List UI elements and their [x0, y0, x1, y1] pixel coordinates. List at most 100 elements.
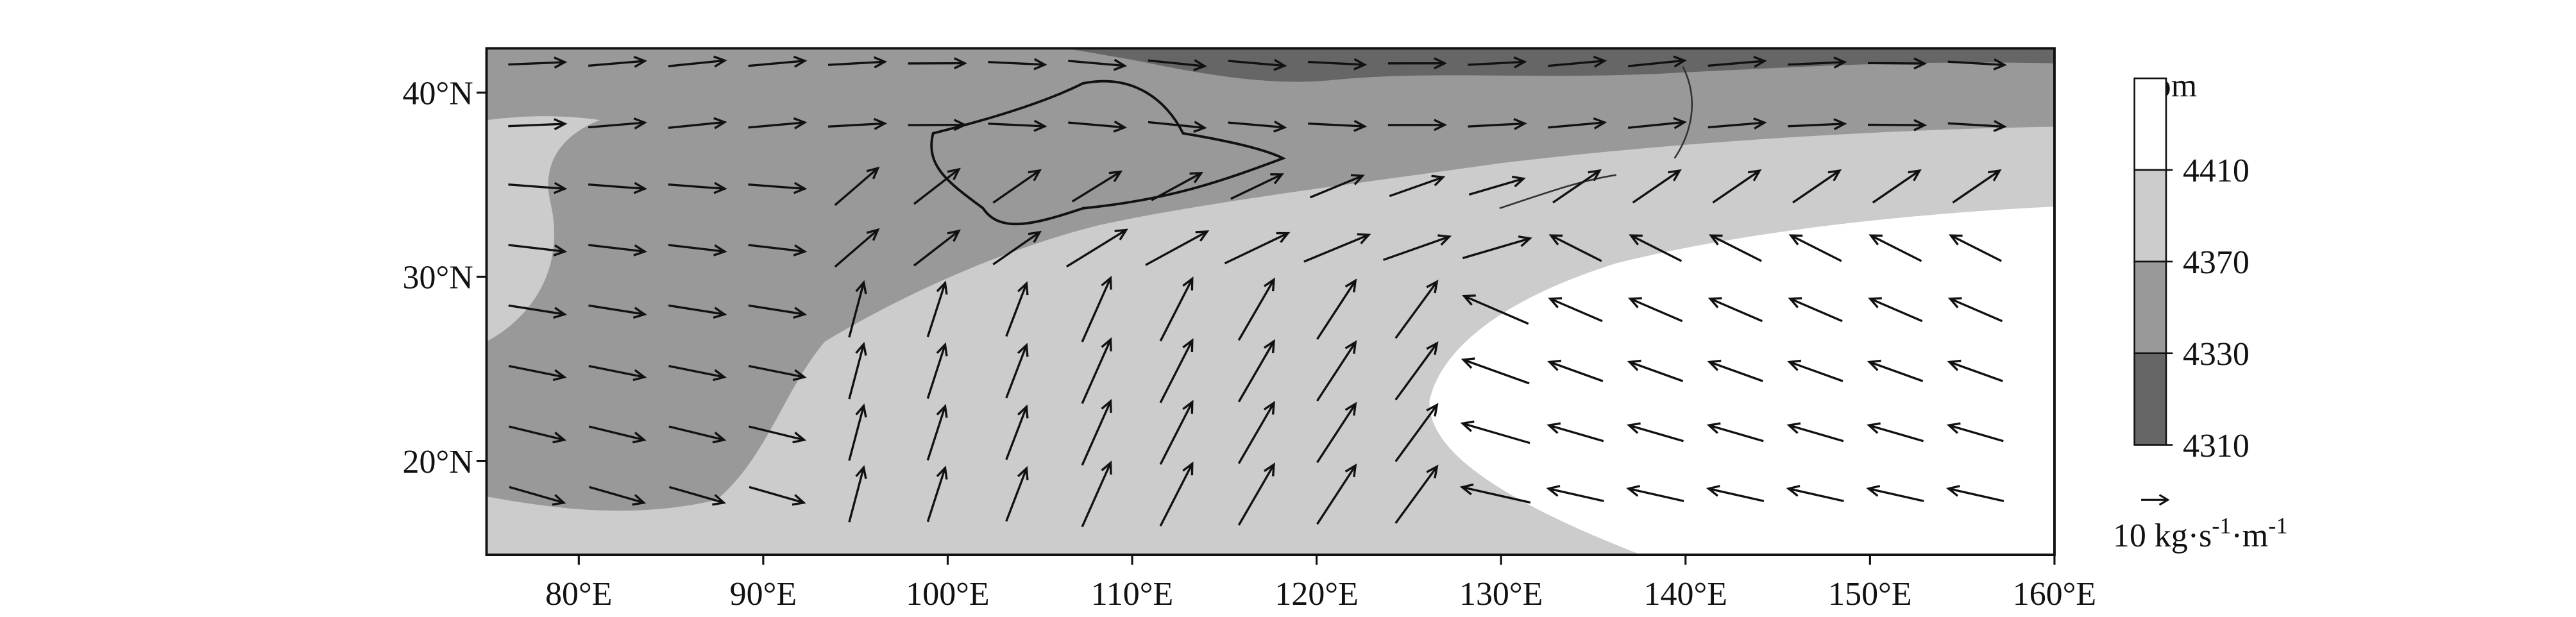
wind-arrow-head: [1788, 234, 1803, 246]
wind-arrow: [1707, 121, 1765, 129]
wind-arrow-head: [1753, 55, 1767, 68]
wind-arrow: [1228, 121, 1285, 129]
wind-arrow: [926, 405, 947, 461]
wind-arrow-head: [1017, 281, 1029, 296]
colorbar-label: 4370: [2183, 244, 2250, 281]
wind-arrow: [508, 364, 565, 378]
wind-arrow: [1629, 360, 1684, 382]
wind-arrow-head: [855, 280, 867, 294]
wind-arrow: [1790, 298, 1843, 323]
wind-arrow-head: [792, 369, 807, 382]
wind-arrow-head: [1101, 275, 1112, 290]
wind-arrow-head: [1426, 341, 1439, 355]
wind-arrow-head: [553, 307, 567, 319]
x-tick-label: 120°E: [1275, 576, 1358, 613]
coastline: [1499, 66, 1693, 209]
wind-arrow-head: [1426, 403, 1439, 417]
wind-arrow-head: [947, 229, 961, 242]
wind-arrow: [1065, 229, 1127, 268]
wind-arrow: [668, 364, 725, 378]
wind-arrow: [668, 183, 725, 190]
wind-arrow: [1081, 462, 1112, 528]
wind-arrow: [1707, 60, 1765, 67]
wind-arrow: [509, 486, 564, 504]
wind-arrow: [1230, 173, 1283, 200]
wind-arrow: [1548, 60, 1605, 67]
wind-arrow-head: [1747, 169, 1762, 182]
wind-arrow-head: [793, 244, 808, 257]
reference-unit: kg·s: [2155, 518, 2212, 554]
wind-arrow: [1709, 298, 1763, 323]
wind-arrow: [1708, 487, 1765, 502]
wind-arrow: [926, 468, 947, 523]
wind-arrow: [1308, 123, 1365, 128]
wind-arrow-head: [873, 56, 888, 69]
wind-arrow: [589, 486, 645, 504]
wind-arrow-head: [1353, 58, 1368, 71]
wind-arrow-head: [793, 55, 808, 68]
wind-arrow-head: [855, 341, 867, 356]
wind-arrow-head: [936, 280, 948, 295]
wind-arrow: [1949, 298, 2003, 323]
wind-arrow-head: [1437, 234, 1452, 246]
wind-arrow: [1549, 360, 1604, 382]
wind-arrow: [834, 167, 879, 207]
wind-arrow-head: [1868, 234, 1883, 246]
x-tick-label: 150°E: [1828, 576, 1911, 613]
x-tick-label: 110°E: [1091, 576, 1173, 613]
wind-arrow-head: [1193, 59, 1207, 71]
wind-arrow: [1468, 177, 1524, 196]
wind-arrow-head: [1868, 297, 1882, 308]
wind-arrow-head: [1546, 422, 1561, 434]
wind-arrow: [1005, 283, 1028, 337]
wind-arrow-head: [1548, 234, 1563, 246]
wind-arrow-head: [1867, 422, 1881, 434]
wind-arrow-head: [553, 244, 568, 257]
wind-arrow: [749, 486, 804, 504]
wind-arrow-head: [1513, 56, 1527, 69]
wind-arrow: [1383, 235, 1450, 261]
wind-arrow-head: [1344, 340, 1357, 354]
wind-arrow: [668, 121, 725, 129]
wind-arrow-head: [1593, 55, 1607, 68]
wind-arrow: [1869, 298, 1923, 323]
wind-arrow-head: [713, 369, 727, 382]
wind-arrow-head: [632, 432, 647, 444]
wind-arrow-head: [792, 432, 807, 444]
wind-arrow-head: [855, 465, 867, 480]
wind-arrow: [748, 183, 805, 190]
wind-arrow-head: [1627, 297, 1642, 308]
wind-arrow-head: [1629, 234, 1643, 246]
wind-arrow: [588, 183, 645, 190]
wind-arrow: [1148, 121, 1205, 129]
wind-arrow-head: [1947, 297, 1962, 308]
wind-arrow: [1308, 60, 1365, 66]
wind-arrow-head: [1459, 483, 1474, 496]
wind-arrow-head: [1913, 57, 1928, 70]
wind-arrow-head: [1706, 422, 1721, 434]
wind-arrow: [668, 486, 724, 504]
wind-arrow: [1148, 59, 1205, 67]
wind-arrow-head: [947, 167, 961, 180]
wind-arrow-head: [1668, 169, 1682, 182]
wind-arrow: [1316, 403, 1357, 464]
wind-arrow-head: [633, 56, 648, 68]
wind-arrow-head: [633, 244, 647, 257]
wind-arrow-head: [1787, 359, 1802, 371]
wind-arrow: [834, 228, 879, 268]
wind-arrow-head: [552, 369, 567, 382]
wind-arrow-head: [1588, 169, 1602, 182]
wind-arrow: [1468, 122, 1525, 128]
wind-arrow: [1630, 234, 1682, 262]
wind-arrow: [1868, 424, 1924, 443]
wind-arrow: [1159, 401, 1194, 465]
wind-arrow-head: [1947, 359, 1962, 371]
colorbar-box: [2133, 77, 2167, 171]
wind-arrow-head: [554, 56, 568, 69]
wind-arrow: [1867, 123, 1925, 126]
wind-arrow-head: [1626, 422, 1641, 434]
wind-arrow-head: [632, 494, 647, 506]
wind-arrow-head: [1182, 461, 1194, 476]
wind-arrow: [1947, 122, 2005, 128]
wind-arrow: [1463, 295, 1529, 325]
